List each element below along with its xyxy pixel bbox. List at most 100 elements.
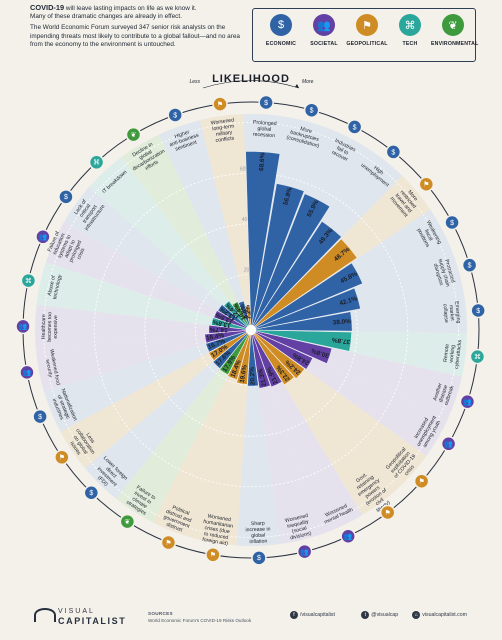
legend-label: GEOPOLITICAL (346, 41, 388, 47)
sector-background (116, 333, 249, 523)
sources-heading: SOURCES (148, 611, 173, 616)
societal-icon: 👥 (340, 528, 356, 545)
economic-icon: $ (303, 102, 320, 118)
geopolitical-icon: ⚑ (212, 96, 228, 112)
category-label-line: conflicts (215, 135, 235, 144)
value-label: 21.3% (257, 368, 268, 388)
societal-icon: 👥 (440, 436, 457, 452)
icon-glyph: $ (89, 490, 93, 497)
sector-background (84, 333, 248, 499)
icon-glyph: 👥 (463, 399, 472, 406)
intro-line3: The World Economic Forum surveyed 347 se… (30, 24, 240, 48)
category-label-line: divisions) (290, 531, 313, 542)
legend-item-economic: $ ECONOMIC (259, 14, 303, 47)
icon-circle (88, 154, 105, 171)
icon-glyph: ⌘ (25, 277, 32, 285)
icon-glyph: ⚑ (385, 509, 391, 517)
sources-text: World Economic Forum's COVID-19 Risks Ou… (148, 618, 252, 623)
center-hub (246, 325, 256, 335)
societal-icon: 👥 (313, 14, 335, 36)
icon-circle (19, 364, 35, 381)
economic-icon: $ (251, 550, 267, 566)
icon-glyph: 👥 (23, 370, 32, 377)
social-label: /visualcapitalist (300, 612, 335, 618)
sector-background (89, 157, 249, 327)
twitter-icon: t (361, 611, 370, 619)
category-label-line: crisis (76, 247, 86, 261)
economic-icon: $ (461, 257, 478, 273)
sector-background (252, 334, 363, 534)
value-label: 7.2% (244, 304, 253, 320)
radial-bar-chart: 20%40%60% 68.6%56.8%55.9%49.3%48.7%45.8%4… (15, 73, 486, 566)
societal-icon: 👥 (459, 393, 476, 410)
value-label: 14.7% (209, 326, 228, 333)
icon-glyph: ⚑ (217, 100, 223, 108)
legend-item-societal: 👥 SOCIETAL (302, 14, 346, 47)
legend-item-geopolitical: ⚑ GEOPOLITICAL (345, 14, 389, 47)
tech-icon: ⌘ (399, 14, 421, 36)
ring-label: 20% (244, 267, 255, 273)
social-link[interactable]: t @visualcap (361, 611, 398, 619)
legend-item-tech: ⌘ TECH (388, 14, 432, 47)
category-label: Higheranti-businesssentiment (167, 127, 202, 154)
category-label-line: expensive (53, 315, 59, 339)
intro-bold: COVID-19 (30, 3, 65, 12)
social-link[interactable]: ⌂ visualcapitalist.com (412, 611, 467, 619)
icon-glyph: $ (173, 112, 177, 119)
social-label: visualcapitalist.com (422, 612, 467, 618)
icon-glyph: $ (391, 149, 395, 156)
geopolitical-icon: ⚑ (379, 504, 396, 521)
environmental-icon: ❦ (119, 513, 136, 530)
legend-label: ECONOMIC (265, 41, 297, 47)
icon-circle (83, 485, 100, 501)
geopolitical-icon: ⚑ (54, 449, 70, 466)
value-label: 38.0% (332, 318, 351, 327)
sector-background (200, 114, 251, 326)
legend-item-environmental: ❦ ENVIRONMENTAL (431, 14, 478, 47)
category-label: Sharpincrease inglobalinflation (245, 520, 271, 545)
sector-background (236, 334, 281, 546)
category-label-line: foreign aid) (202, 537, 229, 547)
icon-circle (58, 189, 74, 205)
logo-text-bottom: CAPITALIST (58, 616, 127, 626)
arrow-more-label: More (302, 79, 314, 85)
sector-background (63, 186, 248, 328)
icon-glyph: ⚑ (210, 551, 216, 559)
sector-background (36, 262, 247, 330)
category-label: Emergingmarketcollapse (441, 301, 461, 325)
category-label-line: Another (432, 382, 443, 401)
category-label-line: to reduced (204, 531, 229, 541)
icon-circle (125, 126, 142, 143)
icon-circle (212, 96, 228, 112)
grid-ring (43, 122, 459, 538)
geopolitical-icon: ⚑ (356, 14, 378, 36)
category-label: Healthcarebecomes tooexpensive (41, 312, 59, 342)
intro-line2: Many of these dramatic changes are alrea… (30, 13, 182, 21)
icon-circle (385, 144, 402, 160)
icon-circle (459, 393, 476, 410)
category-label-line: distrust (165, 522, 183, 534)
icon-glyph: ⚑ (418, 478, 424, 486)
value-label: 56.8% (282, 186, 294, 206)
category-label-line: inflation (249, 539, 267, 546)
category-label: Worsenedinequality(socialdivisions) (285, 513, 314, 542)
category-label-line: working (449, 344, 457, 363)
sector-background (193, 334, 251, 546)
icon-circle (15, 318, 31, 335)
economic-icon: $ (58, 189, 74, 205)
intro-text: COVID-19 will leave lasting impacts on l… (30, 3, 248, 52)
economic-icon: $ (346, 119, 363, 135)
category-label-line: disease (438, 384, 449, 403)
arrow-less-label: Less (189, 79, 200, 85)
economic-icon: $ (444, 214, 460, 231)
category-label-line: cyberattacks (454, 339, 463, 369)
icon-circle (444, 214, 460, 231)
category-label-line: (social (291, 526, 307, 535)
category-label-line: military (216, 130, 233, 138)
geopolitical-icon: ⚑ (205, 547, 221, 563)
sector-background (121, 134, 249, 326)
societal-icon: 👥 (15, 318, 31, 335)
social-link[interactable]: f/visualcapitalist (290, 611, 335, 619)
category-label: Worsenedhumanitariancrises (dueto reduce… (200, 513, 235, 548)
